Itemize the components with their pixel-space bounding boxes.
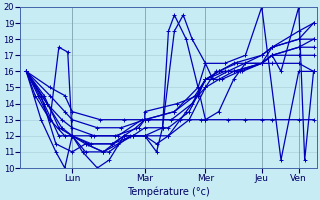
X-axis label: Température (°c): Température (°c) <box>127 186 210 197</box>
